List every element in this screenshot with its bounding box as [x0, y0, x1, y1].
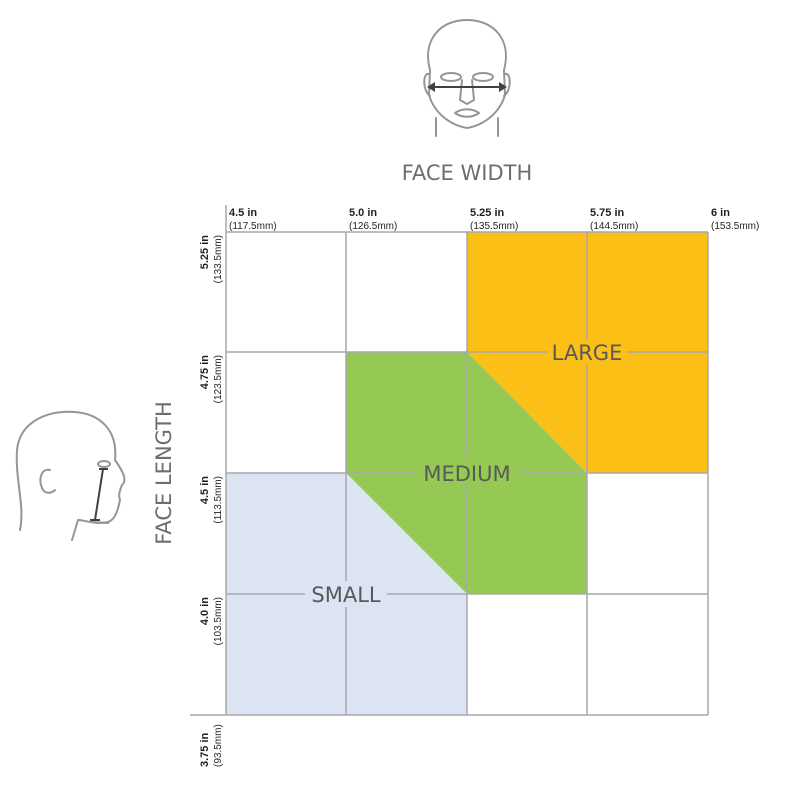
region-label-large: LARGE	[552, 341, 623, 365]
length-arrow-icon	[90, 468, 108, 521]
side-face-icon	[15, 410, 126, 541]
label-background	[416, 460, 518, 486]
y-tick-sublabel: (103.5mm)	[213, 597, 224, 645]
y-tick-label: 5.25 in	[199, 235, 211, 270]
y-tick-sublabel: (113.5mm)	[213, 476, 224, 524]
label-background	[305, 581, 387, 607]
x-tick-sublabel: (153.5mm)	[711, 221, 759, 232]
x-axis-title: FACE WIDTH	[402, 161, 533, 185]
x-tick-sublabel: (126.5mm)	[349, 221, 397, 232]
y-tick-label: 4.0 in	[199, 597, 211, 625]
label-background	[547, 339, 627, 365]
x-tick-label: 6 in	[711, 207, 730, 219]
y-tick-label: 4.5 in	[199, 476, 211, 504]
y-tick-label: 4.75 in	[199, 355, 211, 390]
y-tick-sublabel: (93.5mm)	[213, 724, 224, 767]
x-tick-label: 5.0 in	[349, 207, 377, 219]
front-face-icon	[423, 19, 511, 137]
y-axis-title: FACE LENGTH	[152, 401, 176, 545]
width-arrow-icon	[427, 82, 507, 92]
y-tick-label: 3.75 in	[199, 732, 211, 767]
region-label-medium: MEDIUM	[423, 462, 510, 486]
x-tick-sublabel: (144.5mm)	[590, 221, 638, 232]
x-tick-sublabel: (135.5mm)	[470, 221, 518, 232]
x-tick-label: 4.5 in	[229, 207, 257, 219]
x-tick-label: 5.25 in	[470, 207, 505, 219]
x-tick-label: 5.75 in	[590, 207, 625, 219]
region-label-small: SMALL	[311, 583, 381, 607]
y-tick-sublabel: (123.5mm)	[213, 355, 224, 403]
x-tick-sublabel: (117.5mm)	[229, 221, 277, 232]
y-tick-sublabel: (133.5mm)	[213, 235, 224, 283]
